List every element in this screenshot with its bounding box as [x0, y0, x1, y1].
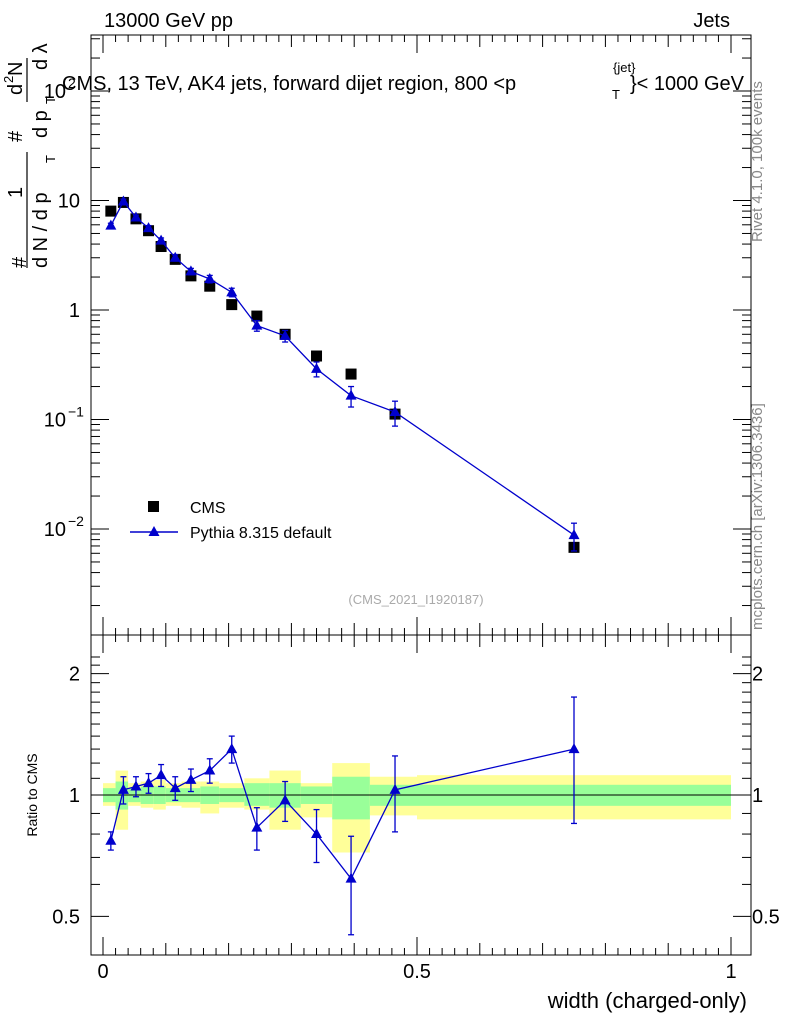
ratio-point	[185, 773, 197, 784]
cms-series	[105, 196, 580, 553]
header-right-label: Jets	[693, 10, 730, 32]
ratio-point	[251, 821, 263, 832]
title-part-end: }< 1000 GeV	[630, 73, 745, 95]
legend: CMS Pythia 8.315 default	[130, 500, 332, 542]
main-y-tick-label: 10	[44, 410, 66, 432]
ylabel-d2n: d	[5, 84, 27, 95]
ratio-y-tick-label-right: 2	[752, 664, 763, 686]
pythia-point	[279, 329, 291, 340]
ratio-point	[143, 777, 155, 788]
ylabel-hash-a: #	[9, 256, 31, 268]
legend-cms-marker	[148, 501, 159, 512]
pythia-point	[130, 211, 142, 222]
cms-point	[311, 350, 323, 362]
ratio-point	[130, 780, 142, 791]
pythia-point	[345, 389, 357, 400]
main-y-tick-exponent: −1	[68, 404, 84, 420]
ylabel-d2n-sup: 2	[1, 76, 16, 83]
pythia-point	[169, 251, 181, 262]
ratio-axis-ticks	[91, 635, 751, 955]
x-tick-label: 0.5	[403, 961, 431, 983]
pythia-point	[389, 406, 401, 417]
ratio-y-tick-label-left: 2	[69, 664, 80, 686]
pythia-point	[117, 195, 129, 206]
header-left-label: 13000 GeV pp	[104, 10, 233, 32]
main-y-tick-exponent: −2	[68, 513, 84, 529]
cms-point	[204, 280, 216, 292]
main-title: CMS, 13 TeV, AK4 jets, forward dijet reg…	[62, 60, 745, 102]
x-tick-label: 1	[725, 961, 736, 983]
pythia-point	[568, 529, 580, 540]
ratio-point	[204, 764, 216, 775]
side-label-rivet: Rivet 4.1.0, 100k events	[749, 81, 766, 242]
main-y-tick-label: 10	[58, 191, 80, 213]
ratio-y-tick-labels: 0.5 0.5 1 1 2 2	[52, 664, 780, 929]
ratio-band-green	[332, 776, 370, 820]
ylabel-hash-b: #	[5, 130, 27, 142]
ratio-series	[105, 696, 580, 936]
ratio-band-green	[244, 783, 270, 806]
cms-point	[155, 241, 167, 253]
main-y-tick-label: 10	[44, 519, 66, 541]
ratio-point	[389, 783, 401, 794]
x-tick-labels: 0 0.5 1	[97, 961, 736, 983]
side-label-mcplots: mcplots.cern.ch [arXiv:1306.3436]	[749, 403, 766, 630]
pythia-point	[105, 219, 117, 230]
cms-point	[185, 270, 197, 282]
title-part-sup: {jet}	[613, 60, 636, 75]
pythia-point	[185, 265, 197, 276]
ylabel-dpt: d p	[30, 110, 52, 138]
ratio-y-tick-label-left: 0.5	[52, 906, 80, 928]
ratio-point	[311, 828, 323, 839]
ylabel-dpt-sub: T	[43, 96, 58, 104]
ratio-point	[345, 872, 357, 883]
main-y-axis-label: # 1 d N / d p T # d p T d 2 N d λ	[1, 43, 58, 268]
title-part-main: CMS, 13 TeV, AK4 jets, forward dijet reg…	[62, 73, 516, 95]
ratio-point	[155, 769, 167, 780]
main-panel-frame	[90, 34, 752, 636]
legend-pythia-marker	[148, 526, 160, 536]
ratio-point	[279, 794, 291, 805]
pythia-point	[204, 272, 216, 283]
ratio-y-tick-label-right: 0.5	[752, 906, 780, 928]
pythia-point	[226, 286, 238, 297]
pythia-point	[143, 222, 155, 233]
ratio-y-tick-label-right: 1	[752, 785, 763, 807]
ratio-y-tick-label-left: 1	[69, 785, 80, 807]
cms-point	[251, 310, 263, 322]
main-y-tick-label: 10	[44, 81, 66, 103]
ylabel-dn-dpt-sub: T	[43, 155, 58, 163]
cms-point	[226, 299, 238, 311]
ratio-point	[105, 834, 117, 845]
ratio-point	[226, 743, 238, 754]
title-part-sub: T	[612, 87, 620, 102]
ylabel-n: N	[5, 62, 27, 76]
ylabel-dlambda: d λ	[30, 43, 52, 70]
ylabel-one: 1	[5, 187, 27, 198]
legend-cms-label: CMS	[190, 500, 226, 517]
pythia-series	[105, 195, 580, 552]
ylabel-dn-dpt: d N / d p	[30, 192, 52, 268]
pythia-line	[110, 200, 575, 536]
main-y-tick-label: 1	[69, 300, 80, 322]
ratio-panel: 0.5 0.51 12 2 0 0.5 1 Ratio to CMS width (cha…	[24, 634, 780, 1013]
ratio-y-axis-label: Ratio to CMS	[24, 753, 40, 836]
ratio-point	[568, 743, 580, 754]
ratio-point	[117, 783, 129, 794]
watermark-label: (CMS_2021_I1920187)	[348, 592, 483, 607]
x-tick-label: 0	[97, 961, 108, 983]
pythia-point	[251, 319, 263, 330]
pythia-point	[155, 234, 167, 245]
cms-point	[105, 205, 117, 217]
ratio-point	[169, 782, 181, 793]
cms-point	[345, 368, 357, 380]
main-y-tick-exponent: 2	[68, 75, 76, 91]
pythia-point	[311, 362, 323, 373]
x-axis-label: width (charged-only)	[547, 988, 747, 1013]
main-axis-ticks	[91, 35, 751, 635]
legend-pythia-label: Pythia 8.315 default	[190, 525, 332, 542]
